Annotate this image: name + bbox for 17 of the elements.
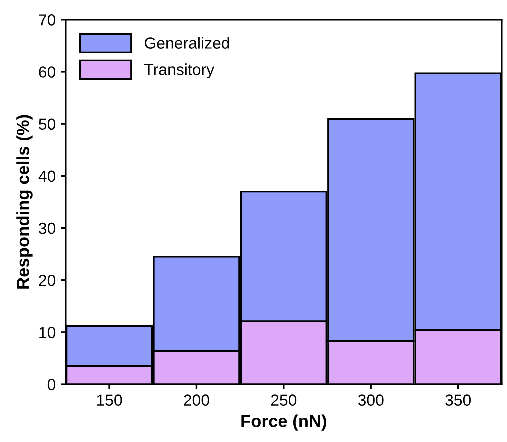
- y-tick-label: 50: [39, 118, 56, 130]
- y-tick-label: 60: [39, 66, 56, 78]
- y-tick-label: 0: [48, 379, 56, 390]
- y-tick-label: 40: [38, 170, 56, 182]
- x-tick-label: 300: [358, 394, 384, 406]
- x-tick-label: 200: [184, 394, 210, 406]
- y-tick-label: 30: [39, 222, 56, 234]
- legend-label: Generalized: [144, 37, 230, 49]
- y-tick-label: 10: [40, 327, 56, 338]
- x-tick-label: 250: [271, 394, 297, 406]
- y-tick-label: 70: [39, 14, 56, 26]
- y-axis-title: Responding cells (%): [16, 115, 33, 289]
- x-tick-label: 150: [97, 394, 122, 406]
- legend-label: Transitory: [144, 64, 215, 79]
- x-axis-title: Force (nN): [242, 414, 326, 431]
- y-tick-label: 20: [39, 274, 56, 286]
- x-tick-label: 350: [446, 394, 472, 406]
